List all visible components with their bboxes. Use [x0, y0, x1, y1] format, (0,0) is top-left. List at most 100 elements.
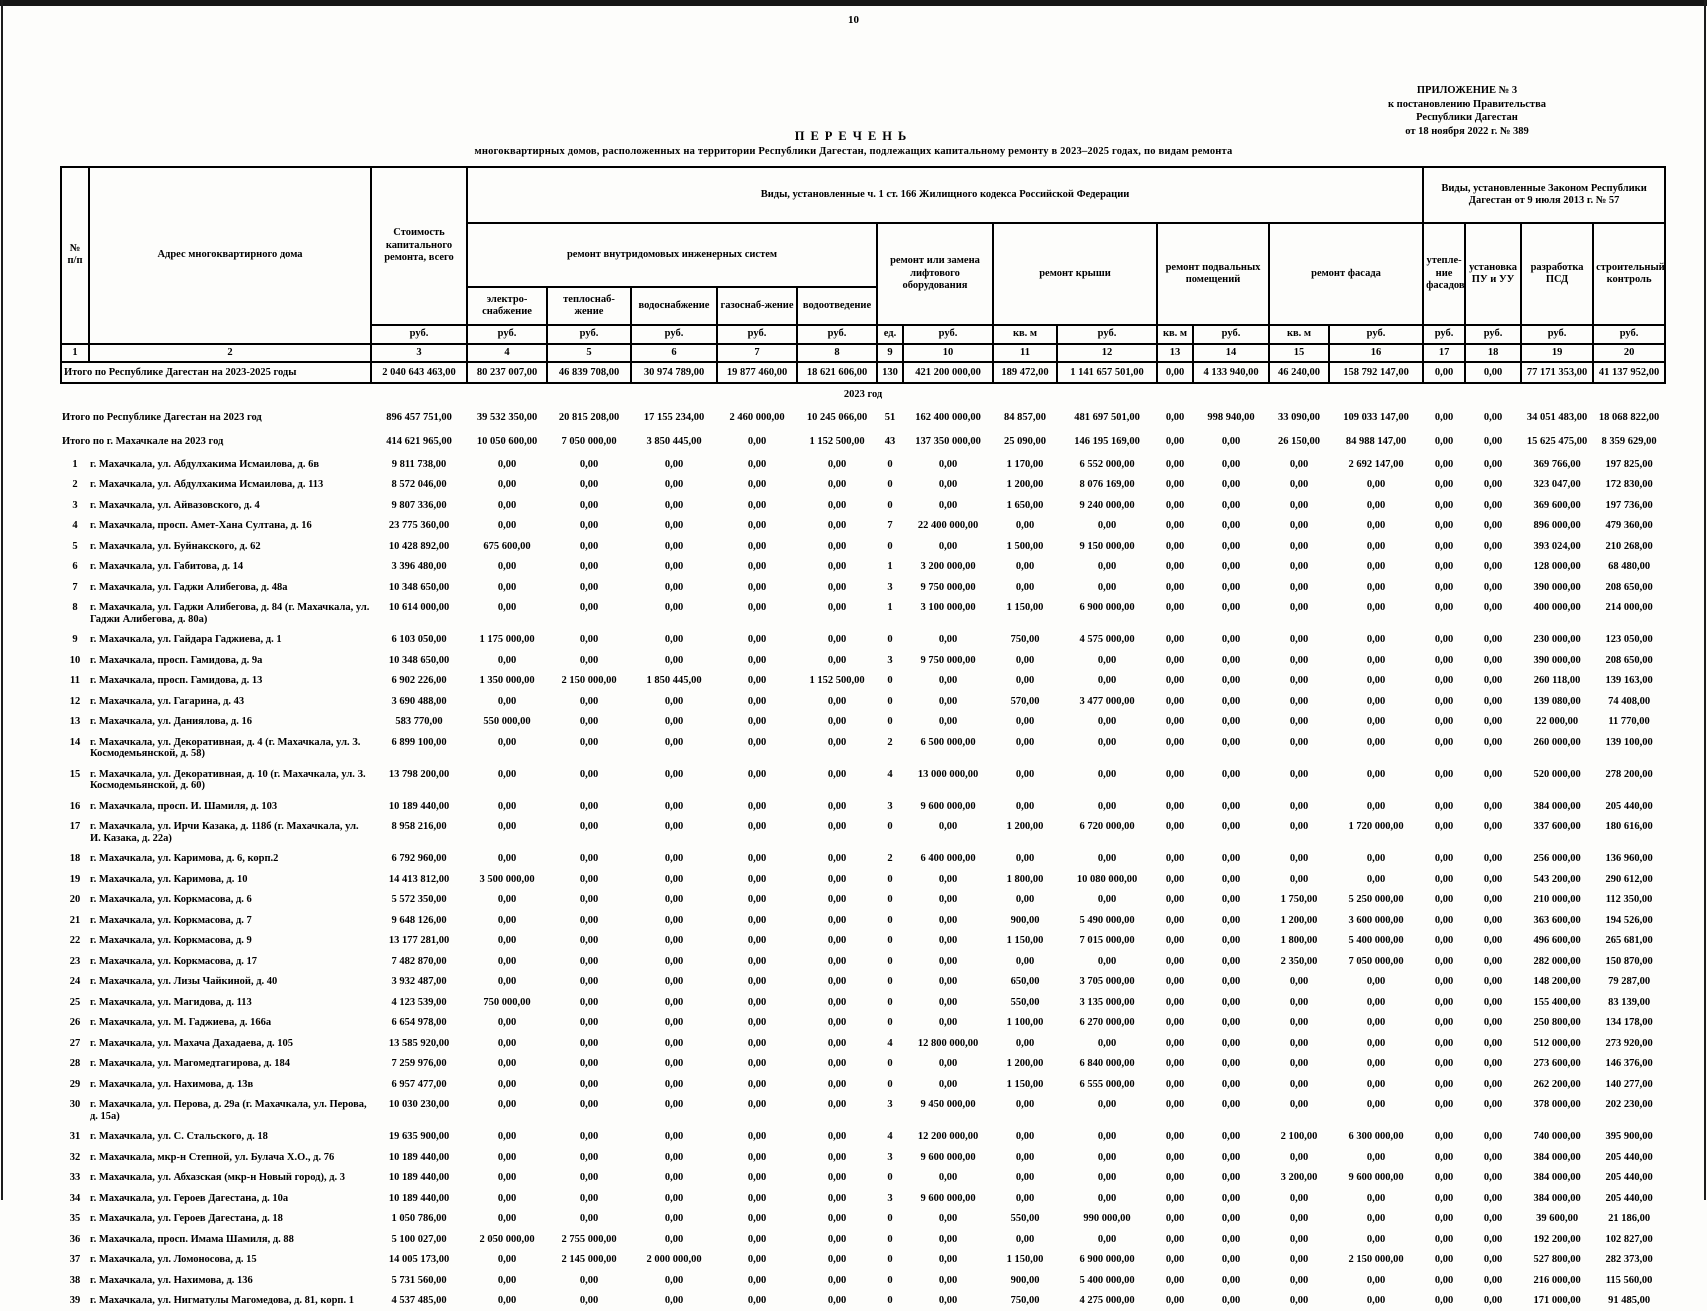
value-cell: 260 118,00 — [1533, 675, 1581, 686]
value-cell: 2 150 000,00 — [1348, 1254, 1404, 1265]
value-cell: 650,00 — [1010, 976, 1040, 987]
value-cell: 512 000,00 — [1533, 1037, 1581, 1049]
value-cell: 0,00 — [1097, 768, 1117, 780]
value-cell: 0,00 — [1366, 1151, 1386, 1163]
value-cell: 0,00 — [579, 955, 599, 967]
value-cell: 0,00 — [1289, 1151, 1309, 1163]
value-cell: 0,00 — [1289, 1295, 1309, 1306]
value-cell: 0,00 — [1366, 853, 1386, 864]
value-cell: 0,00 — [1483, 1037, 1503, 1049]
value-cell: 4 537 485,00 — [391, 1295, 447, 1306]
address-cell: г. Махачкала, просп. Амет-Хана Султана, … — [90, 520, 312, 531]
column-number: 10 — [902, 342, 994, 363]
value-cell: 1 050 786,00 — [391, 1213, 447, 1224]
value-cell: 0,00 — [1097, 1099, 1117, 1110]
value-cell: 896 000,00 — [1533, 520, 1581, 531]
value-cell: 7 050 000,00 — [1348, 955, 1404, 967]
value-cell: 395 900,00 — [1605, 1131, 1653, 1142]
value-cell: 0,00 — [1015, 1099, 1035, 1110]
address-cell: г. Махачкала, ул. Каримова, д. 6, корп.2 — [90, 853, 279, 864]
value-cell: 0,00 — [664, 540, 684, 552]
value-cell: 10 348 650,00 — [388, 581, 450, 593]
value-cell: 0,00 — [579, 1213, 599, 1224]
value-cell: 0 — [887, 1295, 893, 1306]
value-cell: 0,00 — [497, 1058, 517, 1069]
value-cell: 0,00 — [664, 1192, 684, 1204]
value-cell: 0 — [887, 976, 893, 987]
value-cell: 282 373,00 — [1605, 1254, 1653, 1265]
value-cell: 9 600 000,00 — [1348, 1172, 1404, 1183]
value-cell: 0,00 — [1015, 520, 1035, 531]
value-cell: 0,00 — [1221, 479, 1241, 490]
address-cell: г. Махачкала, ул. Нахимова, д. 136 — [90, 1274, 253, 1286]
value-cell: 0,00 — [579, 996, 599, 1008]
document-subtitle: многоквартирных домов, расположенных на … — [474, 146, 1233, 157]
value-cell: 0,00 — [1015, 955, 1035, 967]
value-cell: 0,00 — [579, 1058, 599, 1069]
value-cell: 0 — [887, 499, 893, 511]
value-cell: 0,00 — [1434, 1274, 1454, 1286]
value-cell: 0,00 — [1165, 634, 1185, 645]
value-cell: 0,00 — [664, 1017, 684, 1028]
row-number: 15 — [69, 768, 81, 780]
value-cell: 1 150,00 — [1006, 1078, 1044, 1090]
column-number: 2 — [88, 342, 372, 363]
value-cell: 5 250 000,00 — [1348, 894, 1404, 905]
value-cell: 0,00 — [827, 1078, 847, 1090]
row-number: 12 — [69, 695, 81, 707]
value-cell: 0,00 — [1015, 853, 1035, 864]
value-cell: 0,00 — [827, 873, 847, 885]
value-cell: 1 — [887, 561, 893, 572]
value-cell: 0,00 — [747, 821, 767, 832]
row-number: 26 — [69, 1017, 81, 1028]
value-cell: 13 177 281,00 — [388, 935, 450, 946]
value-cell: 0,00 — [747, 996, 767, 1008]
value-cell: 0,00 — [1165, 1254, 1185, 1265]
row-number: 30 — [69, 1099, 81, 1110]
total-value-cell: 33 090,00 — [1278, 411, 1320, 423]
value-cell: 0 — [887, 914, 893, 926]
value-cell: 0,00 — [1434, 1233, 1454, 1245]
value-cell: 0,00 — [1221, 1254, 1241, 1265]
value-cell: 0,00 — [1366, 1274, 1386, 1286]
address-cell: г. Махачкала, ул. Айвазовского, д. 4 — [90, 499, 260, 511]
value-cell: 273 920,00 — [1605, 1037, 1653, 1049]
table-row: 26 г. Махачкала, ул. М. Гаджиева, д. 166а… — [61, 1012, 1665, 1033]
value-cell: 216 000,00 — [1533, 1274, 1581, 1286]
value-cell: 91 485,00 — [1608, 1295, 1651, 1306]
col-header-facade: ремонт фасада — [1267, 222, 1425, 326]
col-group-housing-code-rf: Виды, установленные ч. 1 ст. 166 Жилищно… — [465, 166, 1425, 224]
value-cell: 0,00 — [664, 1151, 684, 1163]
value-cell: 0,00 — [938, 894, 958, 905]
total-row-label: Итого по Республике Дагестан на 2023-202… — [60, 361, 372, 384]
row-number: 13 — [69, 716, 81, 727]
value-cell: 5 731 560,00 — [391, 1274, 447, 1286]
table-row: 39 г. Махачкала, ул. Нигматулы Магомедова… — [61, 1290, 1665, 1311]
value-cell: 0,00 — [1434, 581, 1454, 593]
total-value-cell: 84 988 147,00 — [1345, 436, 1407, 447]
value-cell: 0,00 — [1221, 602, 1241, 613]
value-cell: 0,00 — [579, 1131, 599, 1142]
value-cell: 0,00 — [1221, 1172, 1241, 1183]
value-cell: 0,00 — [1015, 654, 1035, 666]
row-number: 5 — [72, 540, 78, 552]
value-cell: 0,00 — [747, 1274, 767, 1286]
value-cell: 0,00 — [1221, 821, 1241, 832]
value-cell: 0,00 — [1165, 716, 1185, 727]
total-value-cell: 481 697 501,00 — [1074, 411, 1140, 423]
col-header-gas-supply: газоснаб-жение — [716, 286, 798, 326]
address-cell: г. Махачкала, просп. Гамидова, д. 9а — [90, 654, 263, 666]
value-cell: 0,00 — [579, 1017, 599, 1028]
value-cell: 0,00 — [747, 479, 767, 490]
value-cell: 0,00 — [1434, 499, 1454, 511]
value-cell: 10 189 440,00 — [388, 1172, 450, 1183]
value-cell: 3 135 000,00 — [1079, 996, 1135, 1008]
value-cell: 0,00 — [747, 634, 767, 645]
value-cell: 7 — [887, 520, 893, 531]
value-cell: 0,00 — [1221, 894, 1241, 905]
value-cell: 250 800,00 — [1533, 1017, 1581, 1028]
row-number: 38 — [69, 1274, 81, 1286]
value-cell: 0,00 — [747, 935, 767, 946]
value-cell: 0,00 — [1434, 914, 1454, 926]
total-value-cell: 162 400 000,00 — [915, 411, 981, 423]
